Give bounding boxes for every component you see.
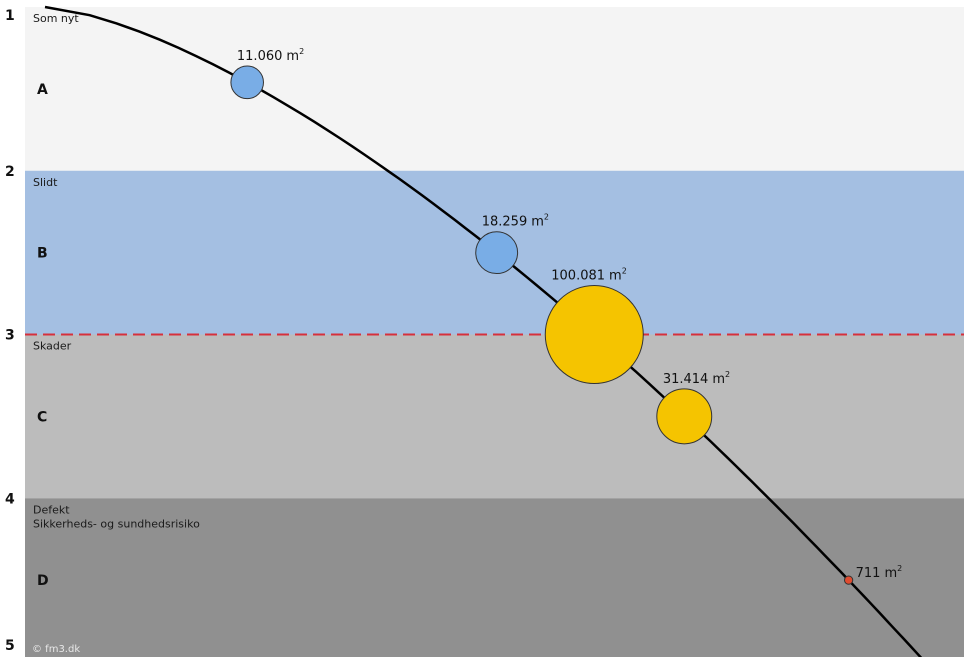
bubble-unit-sup: 2 xyxy=(544,213,549,222)
band-d xyxy=(25,498,964,657)
bubble-label: 31.414 m2 xyxy=(663,370,730,387)
bubble-label: 18.259 m2 xyxy=(482,213,549,230)
band-letter: D xyxy=(37,573,49,589)
bubble-unit-sup: 2 xyxy=(622,267,627,276)
bubble-value: 711 xyxy=(856,566,881,581)
bubble-unit: m xyxy=(712,372,725,387)
band-name: Slidt xyxy=(33,176,58,189)
band-name: Defekt xyxy=(33,503,70,516)
bubble-unit-sup: 2 xyxy=(725,370,730,379)
bubble-unit: m xyxy=(531,215,544,230)
bubble-label: 711 m2 xyxy=(856,564,903,581)
band-name: Skader xyxy=(33,340,72,353)
bubble xyxy=(230,65,264,100)
bubble-label: 11.060 m2 xyxy=(237,47,304,64)
y-axis-ticks: 1 2 3 4 5 xyxy=(5,8,15,654)
bubble xyxy=(544,285,644,384)
bubble-label: 100.081 m2 xyxy=(551,267,627,284)
band-a xyxy=(25,7,964,171)
band-subname: Sikkerheds- og sundhedsrisiko xyxy=(33,517,200,530)
y-tick-label: 5 xyxy=(5,638,15,654)
y-tick-label: 4 xyxy=(5,491,15,507)
bubble-value: 11.060 xyxy=(237,49,283,64)
band-name: Som nyt xyxy=(33,12,79,25)
bubble-value: 100.081 xyxy=(551,269,605,284)
bubble-unit-sup: 2 xyxy=(299,47,304,56)
band-letter: A xyxy=(37,82,48,98)
bubble-unit: m xyxy=(884,566,897,581)
bubble xyxy=(475,231,519,275)
bubble-unit: m xyxy=(286,49,299,64)
bubble-unit-sup: 2 xyxy=(897,564,902,573)
bubble-unit: m xyxy=(609,269,622,284)
y-tick-label: 1 xyxy=(5,8,15,24)
band-letter: C xyxy=(37,409,47,425)
bubble-value: 18.259 xyxy=(482,215,528,230)
bubble xyxy=(843,575,854,585)
band-letter: B xyxy=(37,246,48,262)
bubble xyxy=(656,388,713,445)
credit-text: © fm3.dk xyxy=(32,644,80,655)
bubble-value: 31.414 xyxy=(663,372,709,387)
y-tick-label: 3 xyxy=(5,328,15,344)
y-tick-label: 2 xyxy=(5,164,15,180)
band-c xyxy=(25,334,964,499)
